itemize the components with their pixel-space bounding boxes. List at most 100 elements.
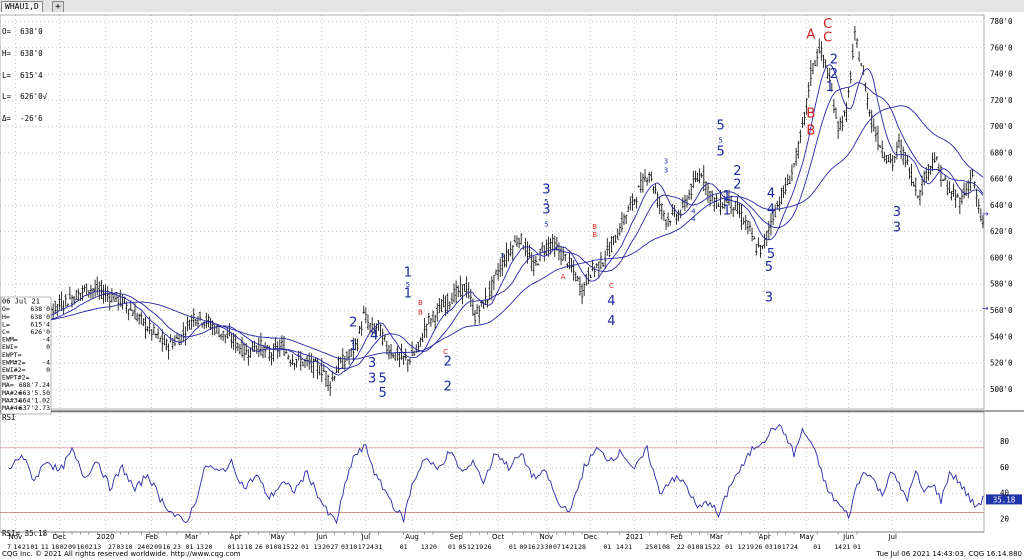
wave-label-number: 1 xyxy=(723,189,731,204)
wave-label-number: 5 xyxy=(379,386,387,401)
month-tick-label: Jul xyxy=(361,533,371,541)
price-tick-label: 580'0 xyxy=(990,280,1013,289)
axes: 500'0 520'0 540'0 560'0 580'0 600'0 620'0 640'0… xyxy=(0,14,1024,549)
info-box-value: -4 xyxy=(42,358,50,366)
wave-label-number: 2 xyxy=(733,177,741,192)
info-box-value: 615'4 xyxy=(30,320,50,328)
wave-label-number: 5 xyxy=(379,372,387,387)
wave-label-number: 5 xyxy=(767,247,775,262)
day-tick-label: 03 xyxy=(765,543,773,549)
info-box-value: 688'7.24 xyxy=(19,381,50,389)
info-box-value: 0 xyxy=(46,366,50,374)
day-tick-label: 26 xyxy=(484,543,492,549)
wave-label-number: 3 xyxy=(500,252,504,260)
day-tick-label: 17 xyxy=(358,543,366,549)
day-tick-label: 21 xyxy=(843,543,851,549)
moving-averages xyxy=(8,64,984,376)
month-tick-label: Nov xyxy=(540,533,554,541)
wave-label-number: 4 xyxy=(691,207,696,215)
day-tick-label: 02 xyxy=(146,543,154,549)
month-tick-label: Apr xyxy=(759,533,771,541)
day-tick-label: 19 xyxy=(475,543,483,549)
info-box-value: 638'0 xyxy=(30,305,50,313)
month-tick-label: 2021 xyxy=(626,533,644,541)
day-tick-label: 14 xyxy=(834,543,842,549)
day-tick-label: 30 xyxy=(545,543,553,549)
day-tick-label: 14 xyxy=(14,543,22,549)
ma-line-50 xyxy=(8,105,984,360)
info-box-frame xyxy=(0,296,52,415)
month-tick-label: Mar xyxy=(710,533,723,541)
day-tick-label: 14 xyxy=(616,543,624,549)
ohlc-last: L= 626'0√ xyxy=(2,92,48,102)
day-tick-label: 03 xyxy=(341,543,349,549)
day-tick-label: 25 xyxy=(645,543,653,549)
day-tick-label: 13 xyxy=(314,543,322,549)
price-tick-label: 780'0 xyxy=(990,17,1013,26)
day-tick-label: 01 xyxy=(400,543,408,549)
wave-label-abc: B xyxy=(592,223,597,231)
wave-label-number: 3 xyxy=(368,372,376,387)
wave-label-number: 5 xyxy=(406,281,410,289)
price-marker-arrow: → xyxy=(982,209,989,218)
wave-label-number: 2 xyxy=(830,53,838,68)
wave-label-number: 5 xyxy=(544,198,548,206)
day-tick-label: 01 xyxy=(448,543,456,549)
wave-label-number: 2 xyxy=(444,355,452,370)
day-tick-label: 01 xyxy=(687,543,695,549)
wave-label-number: 5 xyxy=(765,260,773,275)
price-tick-label: 500'0 xyxy=(990,385,1013,394)
day-tick-label: 08 xyxy=(662,543,670,549)
day-tick-label: 23 xyxy=(536,543,544,549)
wave-label-abc: B xyxy=(592,231,597,239)
day-tick-label: 09 xyxy=(519,543,527,549)
day-tick-label: 31 xyxy=(375,543,383,549)
info-box-label: MA#2= xyxy=(2,389,22,397)
month-tick-label: Sep xyxy=(450,533,464,541)
day-tick-label: 01 xyxy=(301,543,309,549)
wave-label-number: 1 xyxy=(826,80,834,95)
day-tick-label: 15 xyxy=(282,543,290,549)
copyright-text: CQG Inc. © 2021 All rights reserved worl… xyxy=(2,550,241,558)
wave-label-number: 1 xyxy=(404,286,412,301)
wave-label-number: 3 xyxy=(893,221,901,236)
price-tick-label: 600'0 xyxy=(990,253,1013,262)
month-tick-label: Jul xyxy=(887,533,897,541)
day-tick-label: 21 xyxy=(570,543,578,549)
top-ohlc-readout: O= 638'0 H= 638'0 L= 615'4 L= 626'0√ Δ= … xyxy=(2,14,47,129)
wave-label-number: 3 xyxy=(664,167,668,175)
wave-label-number: 1 xyxy=(404,265,412,280)
month-tick-label: Feb xyxy=(670,533,683,541)
wave-label-abc: C xyxy=(609,282,614,290)
rsi-readout: RSI= 35.18 xyxy=(2,529,48,538)
wave-label-number: 1 xyxy=(723,204,731,219)
day-tick-label: 19 xyxy=(746,543,754,549)
wave-label-number: 3 xyxy=(542,183,550,198)
day-tick-label: 20 xyxy=(429,543,437,549)
day-tick-label: 01 xyxy=(228,543,236,549)
day-tick-label: 16 xyxy=(163,543,171,549)
day-tick-label: 20 xyxy=(205,543,213,549)
day-tick-label: 16 xyxy=(528,543,536,549)
info-box-value: 664'1.02 xyxy=(19,396,50,404)
day-tick-label: 22 xyxy=(291,543,299,549)
month-tick-label: May xyxy=(270,533,284,541)
day-tick-label: 22 xyxy=(712,543,720,549)
rsi-last-box xyxy=(986,494,1022,505)
info-box-label: EWI#2= xyxy=(2,366,26,374)
info-box-label: EWPT#2= xyxy=(2,374,29,382)
price-tick-label: 760'0 xyxy=(990,43,1013,52)
day-tick-label: 14 xyxy=(561,543,569,549)
month-tick-label: Apr xyxy=(230,533,242,541)
day-tick-label: 13 xyxy=(196,543,204,549)
day-tick-label: 02 xyxy=(85,543,93,549)
info-box-value: 637'2.73 xyxy=(19,404,50,412)
wave-label-number: 4 xyxy=(691,215,696,223)
day-tick-label: 01 xyxy=(725,543,733,549)
day-tick-label: 05 xyxy=(459,543,467,549)
day-tick-label: 26 xyxy=(754,543,762,549)
wave-label-number: 2 xyxy=(733,164,741,179)
day-tick-label: 24 xyxy=(137,543,145,549)
info-box-label: H= xyxy=(2,313,10,321)
